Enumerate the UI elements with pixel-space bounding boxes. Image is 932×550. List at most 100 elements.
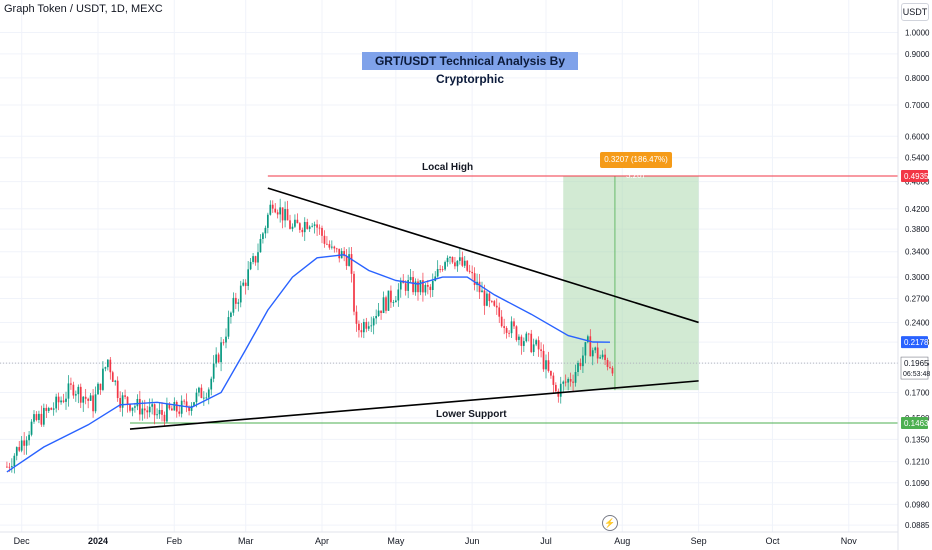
- candle-body: [126, 396, 129, 405]
- candle-body: [436, 269, 439, 277]
- candle-body: [166, 403, 168, 422]
- candle-body: [308, 226, 311, 229]
- candle-body: [380, 310, 382, 313]
- candle-body: [407, 280, 410, 291]
- candle-body: [343, 251, 346, 257]
- candle-body: [348, 254, 350, 266]
- candle-body: [225, 336, 227, 343]
- candle-body: [87, 398, 90, 401]
- candle-body: [525, 333, 528, 342]
- candle-body: [483, 290, 486, 306]
- candle-body: [431, 280, 434, 291]
- candle-body: [232, 297, 235, 313]
- candle-body: [372, 318, 375, 326]
- price-tick-label: 0.9000: [905, 50, 930, 59]
- candle-body: [212, 363, 215, 379]
- candle-body: [301, 229, 304, 233]
- candle-body: [143, 408, 146, 411]
- time-axis[interactable]: Dec 2024 Feb Mar Apr May Jun Jul Aug Sep Oct Nov: [0, 531, 898, 546]
- candle-body: [220, 342, 222, 363]
- currency-button[interactable]: USDT: [901, 3, 929, 21]
- candle-body: [326, 243, 328, 245]
- price-tick-label: 0.3800: [905, 225, 930, 234]
- candle-body: [552, 375, 555, 385]
- price-tick-label: 0.6000: [905, 132, 930, 141]
- candle-body: [289, 220, 291, 229]
- candle-body: [577, 362, 579, 373]
- candle-body: [530, 333, 533, 353]
- price-axis[interactable]: 1.0000 0.9000 0.8000 0.7000 0.6000 0.5400 0.48…: [897, 0, 930, 550]
- candle-body: [227, 317, 230, 337]
- candle-body: [559, 383, 562, 397]
- candle-body: [185, 401, 188, 407]
- candle-body: [582, 355, 584, 367]
- candle-body: [25, 440, 28, 446]
- candle-body: [498, 307, 501, 317]
- candle-body: [404, 283, 407, 291]
- candle-body: [599, 357, 602, 359]
- candle-body: [38, 413, 40, 420]
- price-tick-label: 0.5400: [905, 154, 930, 163]
- resistance-price-tag-bg: [901, 170, 928, 182]
- candle-body: [266, 214, 269, 228]
- candle-body: [129, 404, 131, 411]
- candle-body: [365, 321, 368, 329]
- ma-line: [6, 253, 611, 473]
- candle-body: [456, 260, 459, 267]
- candle-body: [20, 440, 23, 451]
- candle-body: [367, 326, 370, 329]
- time-tick-label: Nov: [841, 536, 858, 546]
- candle-body: [495, 305, 498, 308]
- candle-body: [572, 381, 574, 383]
- candle-body: [52, 408, 55, 410]
- time-tick-label: 2024: [88, 536, 108, 546]
- candle-body: [358, 323, 360, 331]
- candle-body: [424, 284, 427, 293]
- time-tick-label: May: [387, 536, 405, 546]
- candle-body: [419, 280, 422, 293]
- candle-body: [62, 400, 65, 402]
- candle-body: [481, 290, 483, 293]
- time-tick-label: Sep: [691, 536, 707, 546]
- candle-body: [505, 327, 508, 333]
- candle-body: [94, 394, 97, 412]
- candle-body: [488, 293, 491, 302]
- candle-body: [611, 367, 614, 374]
- candle-body: [353, 273, 355, 312]
- candle-body: [601, 354, 604, 358]
- candle-body: [72, 384, 75, 396]
- candle-body: [183, 400, 186, 402]
- price-labels: 0.4935 0.2178 0.1965 06:53:48 0.1463: [900, 170, 930, 429]
- candle-body: [446, 257, 449, 263]
- last-price-tag: 0.1965: [904, 359, 929, 368]
- trendlines: [129, 187, 699, 430]
- candle-body: [409, 277, 412, 281]
- candle-body: [503, 326, 506, 328]
- candle-body: [542, 350, 545, 370]
- candle-body: [193, 402, 195, 406]
- price-tick-label: 0.4200: [905, 205, 930, 214]
- candle-body: [515, 326, 518, 340]
- candle-body: [102, 368, 104, 390]
- candle-body: [89, 395, 92, 401]
- candle-body: [269, 204, 272, 215]
- candle-body: [119, 398, 122, 408]
- candle-body: [286, 209, 289, 221]
- candle-body: [527, 333, 530, 335]
- time-tick-label: Aug: [614, 536, 630, 546]
- candle-body: [522, 341, 525, 346]
- candle-body: [30, 421, 33, 435]
- candles: [6, 198, 614, 474]
- candle-body: [375, 315, 378, 319]
- lightning-icon[interactable]: ⚡: [602, 515, 618, 531]
- candle-body: [23, 440, 26, 446]
- candle-body: [180, 400, 183, 414]
- candle-body: [478, 281, 481, 293]
- price-tick-label: 1.0000: [905, 29, 930, 38]
- candle-body: [328, 244, 331, 248]
- candle-body: [333, 246, 336, 249]
- candle-body: [294, 219, 296, 227]
- candle-body: [156, 414, 158, 416]
- candle-body: [141, 408, 144, 415]
